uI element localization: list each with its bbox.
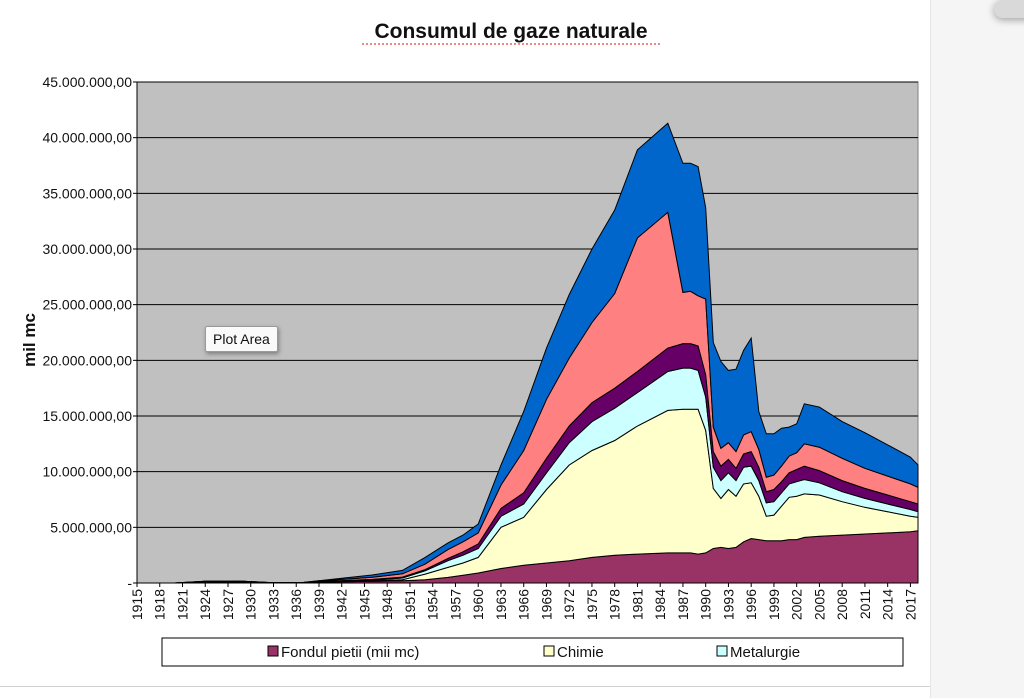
x-tick-label-1927: 1927 xyxy=(220,589,236,620)
x-tick-label-1984: 1984 xyxy=(652,589,668,620)
y-tick-label-1: 5.000.000,00 xyxy=(50,519,132,535)
x-tick-label-1999: 1999 xyxy=(766,589,782,620)
x-tick-label-1957: 1957 xyxy=(447,589,463,620)
x-tick-label-1933: 1933 xyxy=(265,589,281,620)
x-tick-label-1966: 1966 xyxy=(516,589,532,620)
x-tick-label-1993: 1993 xyxy=(720,589,736,620)
x-tick-label-1951: 1951 xyxy=(402,589,418,620)
x-tick-label-2014: 2014 xyxy=(880,589,896,620)
y-tick-label-4: 20.000.000,00 xyxy=(42,352,132,368)
x-tick-label-1954: 1954 xyxy=(425,589,441,620)
x-tick-label-2011: 2011 xyxy=(857,589,873,619)
x-axis-ticks: 1915 1918 1921 1924 1927 1930 1933 1936 1939 1942… xyxy=(129,583,918,620)
chart-svg[interactable]: Consumul de gaze naturale - 5.000.000,00 1… xyxy=(0,0,930,698)
x-tick-label-1978: 1978 xyxy=(607,589,623,620)
y-axis-label: mil mc xyxy=(20,313,39,367)
x-tick-label-1975: 1975 xyxy=(584,589,600,620)
x-tick-label-1939: 1939 xyxy=(311,589,327,620)
x-tick-label-1963: 1963 xyxy=(493,589,509,620)
legend: Fondul pietii (mii mc) Chimie Metalurgie xyxy=(267,644,800,661)
legend-label-fondul-pietii-mii-mc: Fondul pietii (mii mc) xyxy=(281,644,419,661)
x-tick-label-1960: 1960 xyxy=(470,589,486,620)
y-tick-label-3: 15.000.000,00 xyxy=(42,408,132,424)
legend-swatch-fondul-pietii-mii-mc xyxy=(267,645,279,657)
x-tick-label-1990: 1990 xyxy=(698,589,714,620)
y-tick-label-2: 10.000.000,00 xyxy=(42,464,132,480)
legend-label-metalurgie: Metalurgie xyxy=(730,644,800,661)
window-corner-button[interactable] xyxy=(994,0,1024,18)
y-axis-ticks: - 5.000.000,00 10.000.000,00 15.000.000,00 2… xyxy=(42,74,137,591)
x-tick-label-2008: 2008 xyxy=(834,589,850,620)
area-series-group xyxy=(137,122,919,584)
area-series-unnamed-5[interactable] xyxy=(137,122,919,584)
x-tick-label-1918: 1918 xyxy=(152,589,168,620)
chart-title: Consumul de gaze naturale xyxy=(374,20,647,43)
y-tick-label-7: 35.000.000,00 xyxy=(42,185,132,201)
x-tick-label-2017: 2017 xyxy=(902,589,918,620)
y-tick-label-9: 45.000.000,00 xyxy=(42,74,132,90)
x-tick-label-1948: 1948 xyxy=(379,589,395,620)
page-bottom-divider xyxy=(0,686,930,687)
legend-box[interactable] xyxy=(161,637,904,667)
y-tick-label-6: 30.000.000,00 xyxy=(42,241,132,257)
x-tick-label-1945: 1945 xyxy=(356,589,372,620)
x-tick-label-1915: 1915 xyxy=(129,589,145,620)
x-tick-label-1969: 1969 xyxy=(538,589,554,620)
x-tick-label-1996: 1996 xyxy=(743,589,759,620)
x-tick-label-1930: 1930 xyxy=(243,589,259,620)
x-tick-label-1936: 1936 xyxy=(288,589,304,620)
legend-swatch-chimie xyxy=(543,645,555,657)
x-tick-label-1987: 1987 xyxy=(675,589,691,620)
plot-area-tooltip: Plot Area xyxy=(205,326,278,352)
y-tick-label-0: - xyxy=(127,575,132,591)
x-tick-label-1924: 1924 xyxy=(197,589,213,620)
x-tick-label-1981: 1981 xyxy=(629,589,645,620)
x-tick-label-2005: 2005 xyxy=(811,589,827,620)
legend-swatch-metalurgie xyxy=(716,645,728,657)
legend-label-chimie: Chimie xyxy=(557,644,604,661)
y-tick-label-5: 25.000.000,00 xyxy=(42,297,132,313)
x-tick-label-1921: 1921 xyxy=(174,589,190,620)
y-tick-label-8: 40.000.000,00 xyxy=(42,130,132,146)
x-tick-label-1942: 1942 xyxy=(334,589,350,620)
x-tick-label-2002: 2002 xyxy=(789,589,805,620)
x-tick-label-1972: 1972 xyxy=(561,589,577,620)
window-right-margin xyxy=(930,0,1024,698)
